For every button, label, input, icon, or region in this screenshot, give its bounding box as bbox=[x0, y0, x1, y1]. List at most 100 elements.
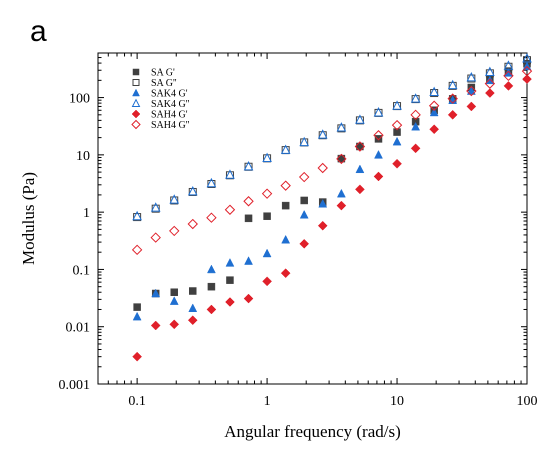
legend-marker bbox=[132, 79, 140, 86]
data-point bbox=[224, 204, 236, 215]
data-point bbox=[151, 288, 161, 298]
data-point bbox=[187, 315, 198, 326]
data-point bbox=[392, 158, 402, 169]
data-point bbox=[280, 268, 291, 279]
data-point bbox=[281, 234, 291, 244]
data-point bbox=[447, 109, 458, 120]
data-point bbox=[336, 153, 347, 165]
data-point bbox=[393, 128, 401, 136]
data-point bbox=[299, 136, 310, 147]
data-point bbox=[263, 212, 271, 220]
y-tick-label: 0.01 bbox=[66, 321, 91, 336]
data-point bbox=[318, 131, 327, 140]
data-points bbox=[131, 53, 533, 362]
data-point bbox=[225, 258, 235, 267]
data-point bbox=[336, 122, 347, 132]
data-point bbox=[522, 53, 532, 63]
legend-marker bbox=[131, 109, 141, 119]
data-point bbox=[503, 60, 514, 70]
data-point bbox=[447, 93, 458, 104]
data-point bbox=[189, 287, 197, 295]
data-point bbox=[280, 144, 291, 154]
data-point bbox=[485, 75, 495, 85]
data-point bbox=[466, 85, 477, 97]
data-point bbox=[262, 152, 272, 163]
series-0 bbox=[133, 59, 531, 311]
y-tick-label: 0.1 bbox=[73, 263, 91, 278]
data-point bbox=[206, 177, 217, 188]
panel-letter: a bbox=[30, 15, 47, 48]
data-point bbox=[225, 297, 235, 307]
x-tick-label: 0.1 bbox=[128, 394, 146, 409]
data-point bbox=[374, 150, 383, 159]
x-tick-label: 100 bbox=[517, 394, 538, 409]
data-point bbox=[411, 95, 420, 104]
data-point bbox=[503, 81, 514, 91]
data-point bbox=[150, 202, 161, 212]
data-point bbox=[392, 100, 402, 110]
series-4 bbox=[132, 74, 532, 362]
data-point bbox=[522, 74, 532, 84]
plot-frame bbox=[97, 52, 528, 385]
legend-marker bbox=[132, 68, 140, 76]
data-point bbox=[131, 244, 143, 256]
data-point bbox=[391, 119, 403, 131]
y-tick-label: 10 bbox=[76, 149, 90, 164]
data-point bbox=[318, 198, 328, 208]
data-point bbox=[484, 78, 496, 89]
legend-label: SAK4 G' bbox=[151, 89, 188, 100]
data-point bbox=[170, 196, 179, 205]
data-point bbox=[429, 107, 439, 117]
data-point bbox=[243, 196, 254, 207]
data-point bbox=[504, 68, 513, 77]
data-point bbox=[355, 184, 365, 195]
series-2 bbox=[132, 61, 532, 321]
data-point bbox=[150, 320, 161, 331]
data-point bbox=[317, 220, 328, 231]
data-point bbox=[244, 256, 253, 265]
data-point bbox=[354, 141, 366, 152]
legend-label: SAH4 G'' bbox=[151, 120, 190, 131]
legend-marker bbox=[132, 88, 140, 97]
data-point bbox=[244, 214, 253, 223]
data-point bbox=[410, 143, 421, 154]
data-point bbox=[355, 164, 365, 174]
legend-item: SAH4 G'' bbox=[131, 119, 190, 131]
data-point bbox=[411, 121, 421, 131]
legend: SA G'SA G''SAK4 G'SAK4 G''SAH4 G'SAH4 G'… bbox=[131, 68, 190, 131]
data-point bbox=[373, 130, 384, 141]
x-tick-label: 10 bbox=[390, 394, 404, 409]
data-point bbox=[336, 200, 347, 211]
data-point bbox=[225, 169, 235, 179]
data-point bbox=[243, 293, 254, 304]
y-axis-label: Modulus (Pa) bbox=[19, 172, 38, 265]
y-tick-label: 100 bbox=[69, 92, 90, 107]
data-point bbox=[373, 107, 384, 117]
y-axis-ticks: 0.001 0.01 0.1 1 10 100 bbox=[59, 52, 527, 393]
data-point bbox=[373, 171, 384, 182]
legend-marker bbox=[131, 98, 141, 107]
data-point bbox=[374, 135, 383, 143]
data-point bbox=[169, 194, 180, 204]
data-point bbox=[467, 74, 476, 83]
data-point bbox=[225, 171, 234, 180]
legend-label: SAK4 G'' bbox=[151, 99, 190, 110]
data-point bbox=[392, 136, 402, 146]
data-point bbox=[336, 188, 346, 198]
data-point bbox=[356, 142, 364, 151]
data-point bbox=[281, 201, 290, 210]
data-point bbox=[428, 100, 440, 111]
data-point bbox=[430, 89, 439, 98]
series-5 bbox=[131, 65, 533, 256]
data-point bbox=[299, 209, 309, 219]
legend-label: SAH4 G' bbox=[151, 110, 188, 121]
series-3 bbox=[132, 53, 532, 221]
data-point bbox=[447, 79, 458, 90]
data-point bbox=[280, 180, 291, 191]
data-point bbox=[485, 66, 495, 76]
data-point bbox=[133, 213, 142, 222]
x-tick-label: 1 bbox=[264, 394, 271, 409]
data-point bbox=[503, 70, 514, 82]
data-point bbox=[337, 124, 346, 133]
data-point bbox=[206, 212, 217, 223]
